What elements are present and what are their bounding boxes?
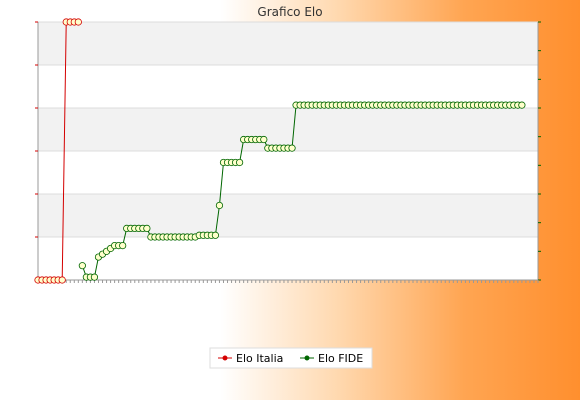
data-point xyxy=(518,101,526,109)
data-point xyxy=(288,144,296,152)
legend-label-elo-italia: Elo Italia xyxy=(236,352,283,365)
data-point xyxy=(236,158,244,167)
plot-band xyxy=(38,22,538,65)
plot-band xyxy=(38,108,538,151)
legend-box xyxy=(209,347,373,369)
data-point xyxy=(90,273,99,281)
data-point xyxy=(58,276,66,284)
data-point xyxy=(211,231,220,239)
legend-label-elo-fide: Elo FIDE xyxy=(318,352,363,365)
plot-band xyxy=(38,194,538,237)
chart-title: Grafico Elo xyxy=(257,5,322,19)
data-point xyxy=(119,242,127,250)
series-layer xyxy=(34,18,526,284)
series-elo-fide xyxy=(78,101,526,281)
data-point xyxy=(143,224,151,232)
y-right-ticks xyxy=(538,21,541,281)
legend-marker-elo-fide xyxy=(304,355,310,361)
legend-marker-elo-italia xyxy=(222,355,228,361)
data-point xyxy=(78,262,86,270)
data-point xyxy=(215,201,224,210)
x-ticks xyxy=(37,280,539,283)
series-elo-italia xyxy=(34,18,82,284)
data-point xyxy=(74,18,82,26)
legend: Elo Italia Elo FIDE xyxy=(209,347,373,369)
data-point xyxy=(260,135,268,144)
